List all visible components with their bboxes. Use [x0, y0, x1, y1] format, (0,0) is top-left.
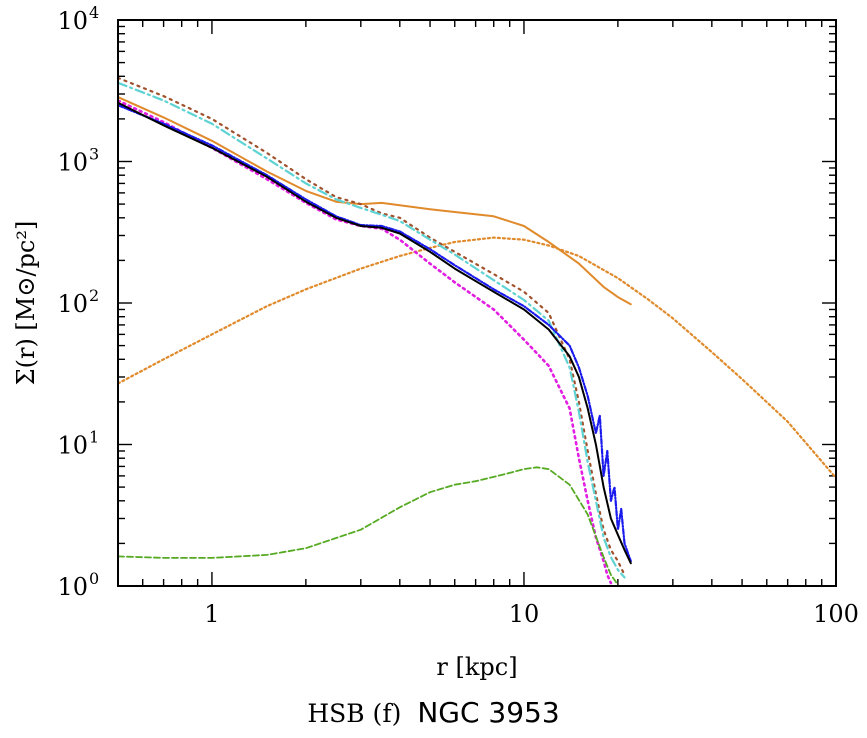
- series-layer: [118, 76, 836, 586]
- axis-ticks: [117, 19, 837, 587]
- series-orange-dotted: [118, 236, 836, 480]
- series-blue-dashdot: [118, 104, 632, 563]
- series-green-dashed: [118, 466, 619, 586]
- y-tick-exponent: 1: [89, 428, 99, 447]
- series-magenta-dotted: [118, 99, 613, 585]
- x-axis-title: r [kpc]: [436, 653, 517, 681]
- y-tick-exponent: 4: [89, 3, 99, 22]
- plot-frame: [117, 19, 837, 587]
- y-tick-exponent: 0: [89, 569, 99, 588]
- y-axis-title: Σ(r) [M⊙/pc²]: [12, 221, 40, 386]
- y-tick-exponent: 3: [89, 145, 99, 164]
- y-tick-label: 10: [57, 290, 88, 318]
- y-tick-label: 10: [57, 7, 88, 35]
- x-tick-label: 10: [509, 600, 540, 628]
- series-cyan-dashdot: [118, 81, 626, 579]
- series-orange-solid: [118, 96, 632, 306]
- y-tick-exponent: 2: [89, 286, 99, 305]
- series-black-solid: [118, 101, 632, 565]
- caption-prefix: HSB (f): [307, 699, 402, 728]
- y-tick-label: 10: [57, 432, 88, 460]
- caption-galaxy-name: NGC 3953: [417, 696, 560, 729]
- y-tick-label: 10: [57, 573, 88, 601]
- x-tick-label: 1: [204, 600, 219, 628]
- y-tick-label: 10: [57, 149, 88, 177]
- figure-caption: HSB (f) NGC 3953: [0, 696, 867, 730]
- x-tick-label: 100: [813, 600, 859, 628]
- series-sienna-dotted: [118, 76, 626, 576]
